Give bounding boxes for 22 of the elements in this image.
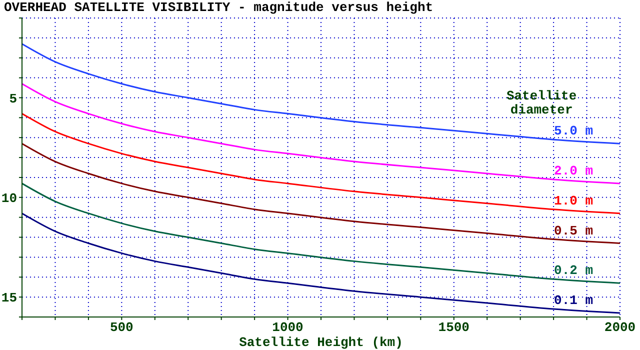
y-tick-label: 5 — [9, 91, 18, 106]
x-tick-label: 2000 — [604, 320, 636, 336]
line-series — [22, 83, 620, 184]
x-tick-label: 1000 — [272, 320, 304, 336]
series-label: 0.5 m — [554, 223, 594, 238]
line-series — [22, 43, 620, 144]
line-series — [22, 212, 620, 314]
line-series — [22, 112, 620, 214]
x-tick-label: 500 — [110, 320, 134, 336]
chart-title: OVERHEAD SATELLITE VISIBILITY - magnitude versus height — [4, 0, 434, 15]
x-tick-label: 1500 — [438, 320, 470, 336]
y-tick-label: 15 — [1, 290, 18, 306]
legend-title: Satellite diameter — [506, 88, 577, 118]
line-series — [22, 142, 620, 244]
y-tick-label: 10 — [1, 191, 18, 206]
series-label: 0.1 m — [554, 293, 594, 308]
series-label: 2.0 m — [554, 163, 594, 178]
series-label: 0.2 m — [554, 263, 594, 278]
x-axis-title: Satellite Height (km) — [239, 335, 403, 350]
series-label: 5.0 m — [554, 124, 594, 139]
line-series — [22, 182, 620, 284]
series-label: 1.0 m — [554, 193, 594, 208]
